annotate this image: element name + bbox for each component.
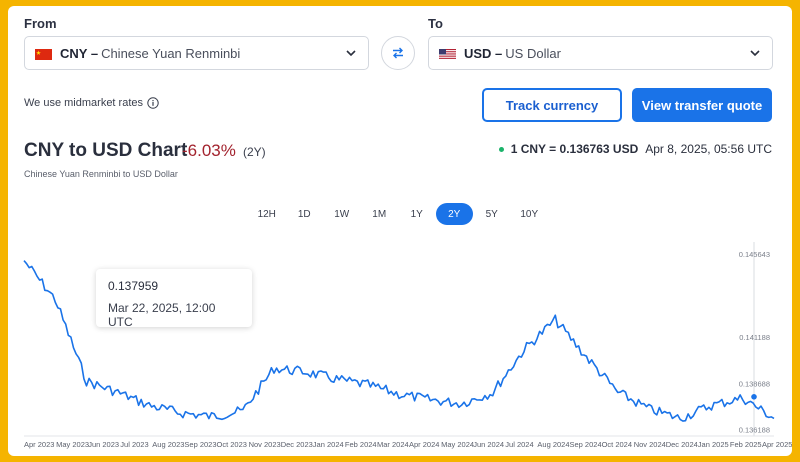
from-currency-name: Chinese Yuan Renminbi <box>101 45 241 61</box>
info-icon[interactable] <box>147 97 159 109</box>
midmarket-note: We use midmarket rates <box>24 97 159 109</box>
tab-10y[interactable]: 10Y <box>520 208 539 220</box>
rate-line <box>23 260 775 422</box>
y-tick-label: 0.145643 <box>739 250 770 259</box>
x-tick-label: May 2024 <box>441 440 474 449</box>
x-tick-label: Dec 2024 <box>666 440 698 449</box>
x-tick-label: Aug 2023 <box>152 440 184 449</box>
chevron-down-icon <box>346 50 356 57</box>
to-currency-code: USD – <box>464 45 503 61</box>
x-tick-label: Jul 2024 <box>505 440 533 449</box>
x-tick-label: Sep 2023 <box>184 440 216 449</box>
rate-change: -6.03% <box>182 141 236 160</box>
y-tick-label: 0.136188 <box>739 426 770 435</box>
to-currency-name: US Dollar <box>505 45 561 61</box>
us-flag-icon <box>439 48 456 60</box>
exchange-rate-chart[interactable]: 0.145643 0.141188 0.138688 0.136188 Apr 202… <box>8 236 792 456</box>
x-tick-label: Nov 2023 <box>249 440 281 449</box>
rate-period: (2Y) <box>243 145 266 159</box>
tab-12h[interactable]: 12H <box>257 208 276 220</box>
midmarket-text: We use midmarket rates <box>24 97 144 109</box>
chevron-down-icon <box>750 50 760 57</box>
y-tick-label: 0.141188 <box>739 333 770 342</box>
x-tick-label: Sep 2024 <box>570 440 602 449</box>
to-label: To <box>428 16 443 31</box>
live-rate: 1 CNY = 0.136763 USD Apr 8, 2025, 05:56 … <box>498 142 772 156</box>
tab-1d[interactable]: 1D <box>297 208 311 220</box>
x-tick-label: Feb 2025 <box>730 440 762 449</box>
currency-converter-card: From To CNY – Chinese Yuan Renminbi USD … <box>8 6 792 456</box>
x-tick-label: Jul 2023 <box>120 440 148 449</box>
tooltip-value: 0.137959 <box>108 279 159 293</box>
swap-arrows-icon <box>393 47 403 59</box>
hover-point <box>751 394 757 400</box>
x-tick-label: Jun 2024 <box>473 440 504 449</box>
chart-title: CNY to USD Chart <box>24 140 188 161</box>
x-tick-label: Nov 2024 <box>634 440 666 449</box>
live-rate-timestamp: Apr 8, 2025, 05:56 UTC <box>645 142 772 156</box>
from-currency-select[interactable]: CNY – Chinese Yuan Renminbi <box>24 36 369 70</box>
to-currency-select[interactable]: USD – US Dollar <box>428 36 773 70</box>
from-label: From <box>24 16 57 31</box>
x-tick-label: Feb 2024 <box>345 440 377 449</box>
chart-subtitle: Chinese Yuan Renminbi to USD Dollar <box>24 169 178 179</box>
x-tick-label: Jan 2025 <box>698 440 729 449</box>
tab-1m[interactable]: 1M <box>372 208 387 220</box>
x-tick-label: Apr 2025 <box>762 440 792 449</box>
track-currency-button[interactable]: Track currency <box>482 88 622 122</box>
swap-currencies-button[interactable] <box>381 36 415 70</box>
view-transfer-quote-button[interactable]: View transfer quote <box>632 88 772 122</box>
chart-tooltip: 0.137959 Mar 22, 2025, 12:00 UTC <box>96 269 252 329</box>
live-dot-icon <box>498 146 504 152</box>
live-rate-value: 1 CNY = 0.136763 USD <box>510 142 639 156</box>
from-currency-code: CNY – <box>60 45 99 61</box>
x-tick-label: Apr 2024 <box>409 440 439 449</box>
x-tick-label: Jan 2024 <box>313 440 344 449</box>
tab-1y[interactable]: 1Y <box>410 208 423 220</box>
x-tick-label: Dec 2023 <box>281 440 313 449</box>
x-tick-label: Oct 2024 <box>602 440 632 449</box>
tooltip-date: Mar 22, 2025, 12:00 UTC <box>108 301 216 329</box>
tab-5y[interactable]: 5Y <box>485 208 498 220</box>
x-tick-label: Apr 2023 <box>24 440 54 449</box>
x-tick-label: Jun 2023 <box>88 440 119 449</box>
y-tick-label: 0.138688 <box>739 379 770 388</box>
x-tick-label: Aug 2024 <box>537 440 569 449</box>
x-tick-label: May 2023 <box>56 440 89 449</box>
x-tick-label: Mar 2024 <box>377 440 409 449</box>
china-flag-icon <box>35 48 52 60</box>
tab-1w[interactable]: 1W <box>334 208 350 220</box>
x-tick-label: Oct 2023 <box>217 440 247 449</box>
range-tabs: 12H 1D 1W 1M 1Y 2Y 5Y 10Y <box>248 203 548 225</box>
tab-2y[interactable]: 2Y <box>435 203 473 225</box>
